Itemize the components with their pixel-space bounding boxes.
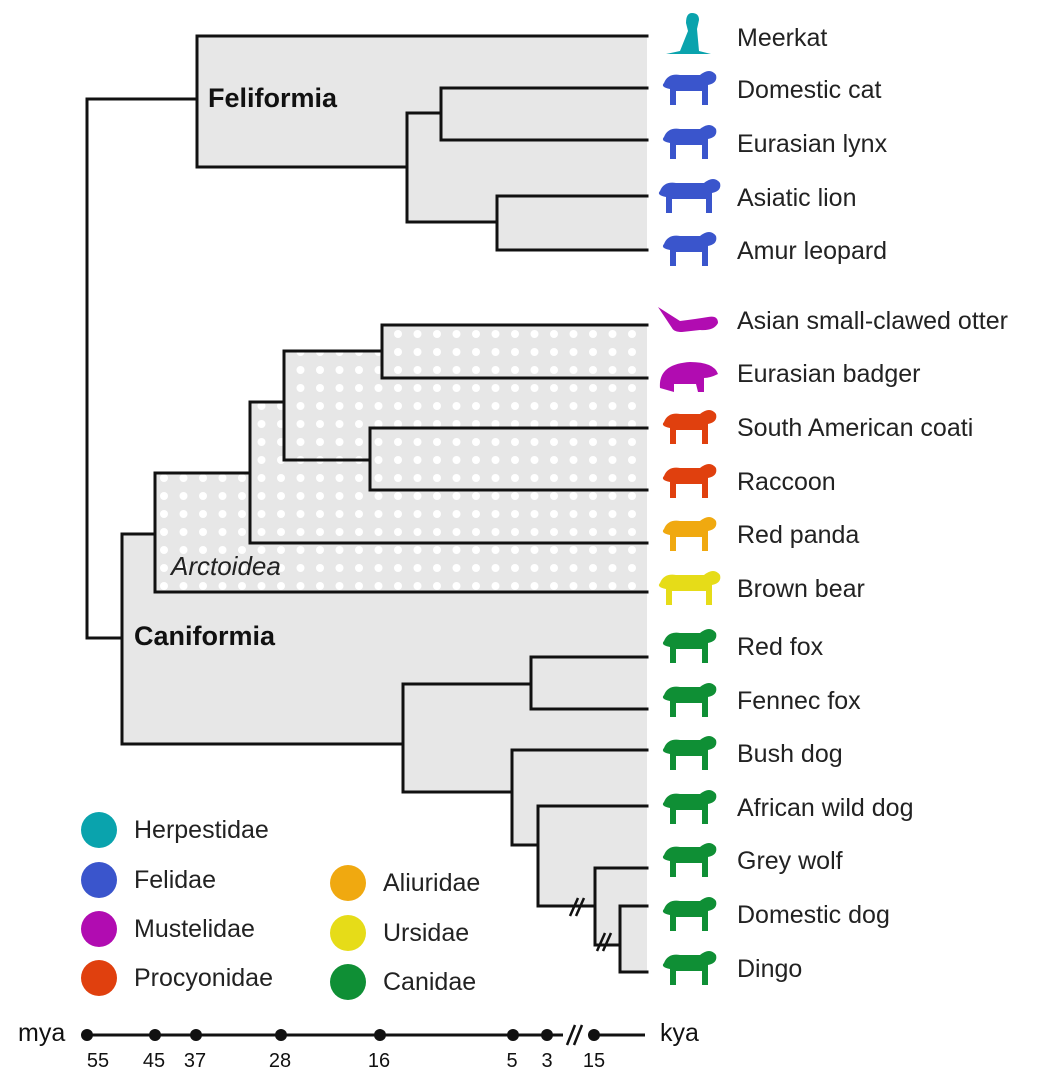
axis-tick-dot	[374, 1029, 386, 1041]
south-american-coati-icon	[662, 410, 717, 444]
legend-swatch-icon	[81, 960, 117, 996]
taxon-label-african-wild-dog: African wild dog	[737, 794, 914, 822]
taxon-label-asian-small-clawed-otter: Asian small-clawed otter	[737, 307, 1008, 335]
clade-label-feliformia: Feliformia	[208, 83, 338, 113]
legend-label: Mustelidae	[134, 914, 255, 943]
legend-label: Procyonidae	[134, 963, 273, 992]
legend-item-canidae: Canidae	[330, 964, 476, 1000]
axis-tick-dot	[541, 1029, 553, 1041]
legend-swatch-icon	[330, 915, 366, 951]
grey-wolf-icon	[662, 843, 717, 877]
tick-label: 55	[86, 1050, 110, 1072]
asiatic-lion-icon	[658, 179, 721, 213]
taxon-label-bush-dog: Bush dog	[737, 740, 843, 768]
legend-label: Felidae	[134, 865, 216, 894]
taxon-label-dingo: Dingo	[737, 955, 803, 983]
tick-label: 15	[582, 1050, 606, 1072]
tick-label: 37	[183, 1050, 207, 1072]
taxon-label-amur-leopard: Amur leopard	[737, 237, 888, 265]
feliformia-clade-shading	[197, 36, 647, 250]
time-axis	[87, 1024, 645, 1046]
taxon-label-red-fox: Red fox	[737, 633, 824, 661]
axis-tick-dot	[507, 1029, 519, 1041]
tree-branches	[85, 34, 649, 974]
legend-item-procyonidae: Procyonidae	[81, 960, 273, 996]
legend-item-ursidae: Ursidae	[330, 915, 469, 951]
eurasian-badger-icon	[659, 362, 718, 392]
axis-tick-dot	[588, 1029, 600, 1041]
axis-tick-dots	[81, 1029, 600, 1041]
taxon-label-meerkat: Meerkat	[737, 24, 828, 52]
legend-item-mustelidae: Mustelidae	[81, 911, 255, 947]
tick-label: 5	[506, 1050, 518, 1072]
legend-swatch-icon	[81, 862, 117, 898]
clade-label-caniformia: Caniformia	[134, 621, 276, 651]
legend-item-felidae: Felidae	[81, 862, 216, 898]
domestic-cat-icon	[662, 71, 717, 105]
legend-label: Aliuridae	[383, 868, 481, 897]
taxon-label-south-american-coati: South American coati	[737, 414, 974, 442]
asian-small-clawed-otter-icon	[658, 307, 718, 332]
red-panda-icon	[662, 517, 717, 551]
taxon-label-eurasian-lynx: Eurasian lynx	[737, 130, 888, 158]
bush-dog-icon	[662, 736, 717, 770]
taxon-label-red-panda: Red panda	[737, 521, 860, 549]
taxon-label-fennec-fox: Fennec fox	[737, 687, 861, 715]
tick-label: 16	[367, 1050, 391, 1072]
taxon-label-domestic-dog: Domestic dog	[737, 901, 890, 929]
brown-bear-icon	[658, 571, 721, 605]
axis-unit-kya: kya	[660, 1019, 699, 1047]
legend-item-herpestidae: Herpestidae	[81, 812, 269, 848]
arctoidea-dot-pattern	[155, 325, 647, 592]
taxon-label-asiatic-lion: Asiatic lion	[737, 184, 857, 212]
taxon-label-grey-wolf: Grey wolf	[737, 847, 843, 875]
legend-item-aliuridae: Aliuridae	[330, 865, 480, 901]
time-break-marks	[568, 897, 613, 952]
amur-leopard-icon	[662, 232, 717, 266]
meerkat-icon	[666, 13, 711, 54]
clade-label-arctoidea: Arctoidea	[171, 551, 281, 581]
taxon-label-raccoon: Raccoon	[737, 468, 836, 496]
axis-tick-dot	[149, 1029, 161, 1041]
animal-silhouettes	[658, 13, 721, 985]
taxon-label-domestic-cat: Domestic cat	[737, 76, 882, 104]
legend-swatch-icon	[81, 812, 117, 848]
legend-swatch-icon	[330, 964, 366, 1000]
tick-label: 3	[541, 1050, 553, 1072]
tick-label: 28	[268, 1050, 292, 1072]
taxon-label-brown-bear: Brown bear	[737, 575, 865, 603]
eurasian-lynx-icon	[662, 125, 717, 159]
legend-swatch-icon	[330, 865, 366, 901]
raccoon-icon	[662, 464, 717, 498]
tick-label: 45	[142, 1050, 166, 1072]
dingo-icon	[662, 951, 717, 985]
axis-tick-dot	[275, 1029, 287, 1041]
axis-tick-dot	[190, 1029, 202, 1041]
red-fox-icon	[662, 629, 717, 663]
axis-unit-mya: mya	[18, 1019, 66, 1047]
domestic-dog-icon	[662, 897, 717, 931]
legend-label: Canidae	[383, 967, 477, 996]
legend-label: Herpestidae	[134, 815, 269, 844]
axis-tick-dot	[81, 1029, 93, 1041]
fennec-fox-icon	[662, 683, 717, 717]
taxon-label-eurasian-badger: Eurasian badger	[737, 360, 921, 388]
caniformia-clade-shading	[122, 534, 647, 972]
legend-swatch-icon	[81, 911, 117, 947]
african-wild-dog-icon	[662, 790, 717, 824]
legend-label: Ursidae	[383, 918, 470, 947]
